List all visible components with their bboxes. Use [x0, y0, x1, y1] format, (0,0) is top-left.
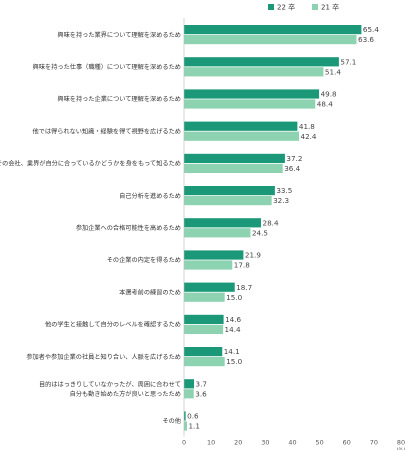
value-label-22-4: 37.2	[286, 154, 302, 163]
bar-21-1	[184, 67, 324, 77]
category-label-4: その会社、業界が自分に合っているかどうかを身をもって知るため	[0, 160, 181, 168]
bar-22-9	[184, 314, 224, 324]
x-tick-80: 80	[397, 439, 405, 447]
x-tick-50: 50	[316, 439, 324, 447]
bar-21-0	[184, 35, 357, 45]
x-tick-60: 60	[343, 439, 351, 447]
value-label-21-8: 15.0	[226, 293, 242, 302]
value-label-21-2: 48.4	[317, 100, 333, 109]
legend-label-21: 21 卒	[321, 3, 339, 12]
value-label-22-0: 65.4	[363, 25, 379, 34]
value-label-22-5: 33.5	[276, 186, 292, 195]
category-label-9: 他の学生と接触して自分のレベルを確認するため	[45, 321, 181, 329]
value-label-21-0: 63.6	[358, 35, 374, 44]
x-axis: 0 10 20 30 40 50 60 70 80(%)	[182, 18, 406, 450]
category-label-2: 興味を持った企業について理解を深めるため	[57, 95, 181, 103]
value-label-21-1: 51.4	[325, 67, 341, 76]
category-label-11-1: 自分も動き始めた方が良いと思ったため	[70, 390, 181, 398]
bar-21-7	[184, 260, 233, 270]
bar-22-8	[184, 282, 235, 292]
x-tick-0: 0	[182, 439, 186, 447]
bar-21-5	[184, 196, 272, 206]
value-label-22-10: 14.1	[224, 347, 240, 356]
category-label-3: 他では得られない知識・経験を得て視野を広げるため	[33, 127, 182, 135]
value-label-22-2: 49.8	[321, 90, 337, 99]
value-label-22-12: 0.6	[187, 412, 199, 421]
value-label-22-8: 18.7	[236, 283, 252, 292]
x-tick-10: 10	[207, 439, 215, 447]
x-unit-label: (%)	[397, 448, 406, 450]
x-tick-20: 20	[234, 439, 242, 447]
category-label-5: 自己分析を進めるため	[119, 192, 181, 200]
value-label-22-9: 14.6	[225, 315, 241, 324]
bar-22-4	[184, 153, 285, 163]
x-tick-40: 40	[288, 439, 296, 447]
category-label-1: 興味を持った仕事（職種）について理解を深めるため	[33, 63, 181, 71]
legend-swatch-21	[312, 4, 318, 10]
category-label-7: その企業の内定を得るため	[107, 256, 181, 264]
bar-22-12	[184, 411, 186, 421]
legend: 22 卒 21 卒	[268, 3, 339, 12]
bar-22-3	[184, 121, 298, 131]
category-label-8: 本選考前の練習のため	[119, 288, 181, 296]
bar-21-9	[184, 324, 224, 334]
value-label-21-5: 32.3	[273, 196, 289, 205]
bar-22-10	[184, 347, 223, 357]
category-label-10: 参加者や参加企業の社員と知り合い、人脈を広げるため	[26, 353, 181, 361]
bar-21-2	[184, 99, 316, 109]
value-label-21-4: 36.4	[284, 164, 300, 173]
bar-22-1	[184, 57, 339, 67]
category-label-0: 興味を持った業界について理解を深めるため	[57, 31, 181, 39]
bar-21-4	[184, 163, 283, 173]
bar-21-11	[184, 389, 194, 399]
category-label-6: 参加企業への合格可能性を高めるため	[76, 224, 181, 232]
value-label-22-7: 21.9	[245, 251, 261, 260]
bar-22-7	[184, 250, 244, 260]
value-label-21-7: 17.8	[234, 261, 250, 270]
value-label-21-6: 24.5	[252, 228, 268, 237]
value-label-21-11: 3.6	[195, 389, 207, 398]
value-label-22-6: 28.4	[263, 218, 279, 227]
legend-swatch-22	[268, 4, 274, 10]
value-label-21-12: 1.1	[188, 422, 199, 431]
bar-21-8	[184, 292, 225, 302]
bar-22-6	[184, 218, 262, 228]
value-label-22-1: 57.1	[340, 57, 356, 66]
value-label-21-3: 42.4	[301, 132, 317, 141]
value-label-22-3: 41.8	[299, 122, 315, 131]
x-tick-70: 70	[370, 439, 378, 447]
bar-21-6	[184, 228, 251, 238]
legend-label-22: 22 卒	[277, 3, 295, 12]
category-label-11-0: 目的ははっきりしていなかったが、周囲に合わせて	[39, 380, 181, 388]
bar-21-12	[184, 421, 187, 431]
category-labels: 興味を持った業界について理解を深めるため興味を持った仕事（職種）について理解を深…	[0, 31, 181, 425]
value-label-21-9: 14.4	[225, 325, 241, 334]
bar-22-2	[184, 89, 320, 99]
bar-22-5	[184, 186, 275, 196]
bar-21-3	[184, 131, 300, 141]
bars: 65.463.6 57.151.4 49.848.4 41.842.4 37.236.4…	[184, 25, 379, 431]
bar-22-0	[184, 25, 362, 35]
bar-22-11	[184, 379, 195, 389]
bar-21-10	[184, 357, 225, 367]
x-tick-30: 30	[261, 439, 269, 447]
category-label-12: その他	[162, 417, 181, 425]
value-label-22-11: 3.7	[196, 379, 207, 388]
value-label-21-10: 15.0	[226, 357, 242, 366]
